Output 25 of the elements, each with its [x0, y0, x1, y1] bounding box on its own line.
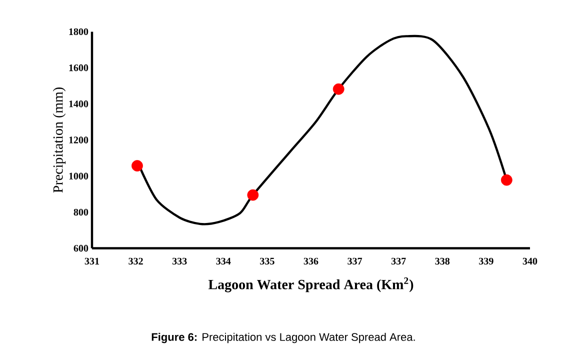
- x-tick-label: 339: [479, 258, 494, 265]
- x-tick-label: 337: [348, 258, 362, 265]
- point: [500, 174, 512, 186]
- y-axis-title: Precipitation (mm): [52, 88, 66, 193]
- y-tick-label: 1800: [69, 28, 88, 36]
- x-tick-label: 336: [304, 258, 318, 265]
- text: Figure 6: Precipitation vs Lagoon Water Spread Area.: [152, 332, 415, 344]
- x-tick-label: 338: [435, 258, 450, 265]
- x-tick-label: 333: [172, 258, 187, 265]
- x-tick-label: 332: [128, 258, 143, 265]
- x-tick-label: 335: [260, 258, 274, 265]
- point: [132, 160, 143, 172]
- x-tick-label: 340: [522, 258, 538, 265]
- x-tick-label: 337: [391, 258, 406, 265]
- point: [247, 189, 259, 201]
- x-tick-label: 334: [216, 258, 231, 265]
- y-tick-label: 800: [74, 208, 88, 216]
- point: [332, 83, 344, 95]
- y-tick-label: 1400: [69, 100, 88, 108]
- y-tick-label: 1200: [69, 136, 88, 144]
- x-axis-title: Lagoon Water Spread Area (Km$^{2}$): [208, 277, 414, 292]
- y-tick-label: 600: [74, 244, 88, 252]
- y-tick-label: 1600: [69, 64, 88, 72]
- y-tick-label: 1000: [69, 172, 88, 180]
- x-tick-label: 331: [84, 258, 99, 265]
